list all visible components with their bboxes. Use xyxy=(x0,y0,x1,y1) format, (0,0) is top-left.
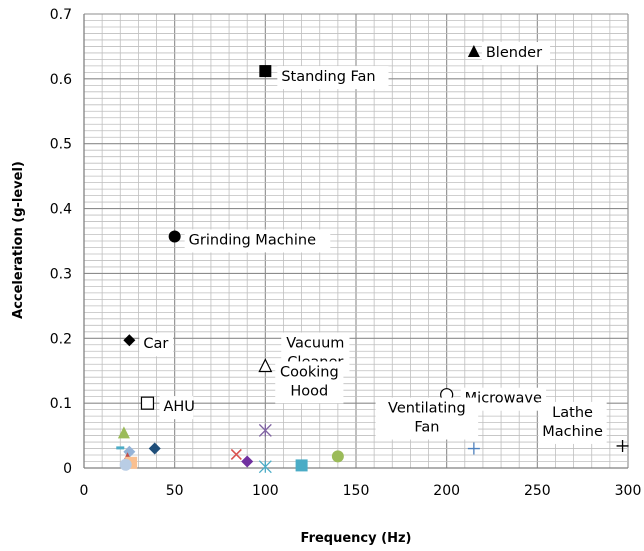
x-tick-label: 100 xyxy=(252,483,279,499)
data-point-cooking-hood xyxy=(258,423,272,437)
label-background xyxy=(184,229,331,253)
data-point-car xyxy=(123,334,136,347)
point-label-blender: Blender xyxy=(486,45,542,61)
y-tick-label: 0.6 xyxy=(50,72,72,88)
data-point-blender xyxy=(467,44,480,57)
y-tick-label: 0.7 xyxy=(50,7,72,23)
y-tick-label: 0.1 xyxy=(50,396,72,412)
point-label-cooking-hood: Cooking Hood xyxy=(280,364,339,399)
point-label-ahu: AHU xyxy=(163,399,194,415)
label-background xyxy=(139,333,174,357)
y-tick-label: 0.4 xyxy=(50,202,72,218)
data-point xyxy=(148,442,161,455)
data-point xyxy=(119,458,132,471)
label-background xyxy=(277,66,389,90)
label-background xyxy=(159,396,194,420)
x-tick-label: 200 xyxy=(433,483,460,499)
data-point xyxy=(258,460,272,474)
data-point-ventilating-fan xyxy=(467,442,480,455)
label-background xyxy=(481,41,551,65)
point-label-standing-fan: Standing Fan xyxy=(281,69,375,85)
data-point-ahu xyxy=(140,396,155,410)
tick-labels: 0 50 100 150 200 250 300 0 0.1 0.2 0.3 0.4 0.5 0.6 0.7 xyxy=(50,7,642,499)
data-point-standing-fan xyxy=(259,65,272,78)
x-axis-title: Frequency (Hz) xyxy=(301,531,412,546)
data-point-vacuum-cleaner xyxy=(258,358,273,373)
label-background xyxy=(460,387,547,411)
y-tick-label: 0.3 xyxy=(50,266,72,282)
data-point xyxy=(117,426,130,439)
data-point xyxy=(295,459,308,472)
data-points xyxy=(116,44,629,474)
y-tick-label: 0.2 xyxy=(50,331,72,347)
label-background xyxy=(375,397,479,440)
point-label-ventilating-fan: Ventilating Fan xyxy=(388,401,466,436)
x-tick-label: 300 xyxy=(615,483,642,499)
label-background xyxy=(275,361,344,404)
point-label-lathe-machine: Lathe Machine xyxy=(542,405,603,440)
x-tick-label: 0 xyxy=(80,483,89,499)
plot-axes xyxy=(83,14,628,469)
point-label-car: Car xyxy=(143,336,168,352)
data-point xyxy=(230,448,242,460)
y-axis-title: Acceleration (g-level) xyxy=(11,161,26,319)
x-tick-label: 50 xyxy=(166,483,184,499)
x-tick-label: 250 xyxy=(524,483,551,499)
y-tick-label: 0.5 xyxy=(50,137,72,153)
y-tick-label: 0 xyxy=(63,461,72,477)
x-tick-label: 150 xyxy=(343,483,370,499)
data-point xyxy=(241,455,254,468)
point-label-microwave: Microwave xyxy=(465,391,542,407)
label-background xyxy=(538,401,607,444)
data-point xyxy=(116,446,125,450)
data-point-grinding-machine xyxy=(168,230,181,243)
point-label-grinding-machine: Grinding Machine xyxy=(189,232,316,248)
data-point-lathe-machine xyxy=(616,439,629,452)
data-point xyxy=(331,450,344,463)
